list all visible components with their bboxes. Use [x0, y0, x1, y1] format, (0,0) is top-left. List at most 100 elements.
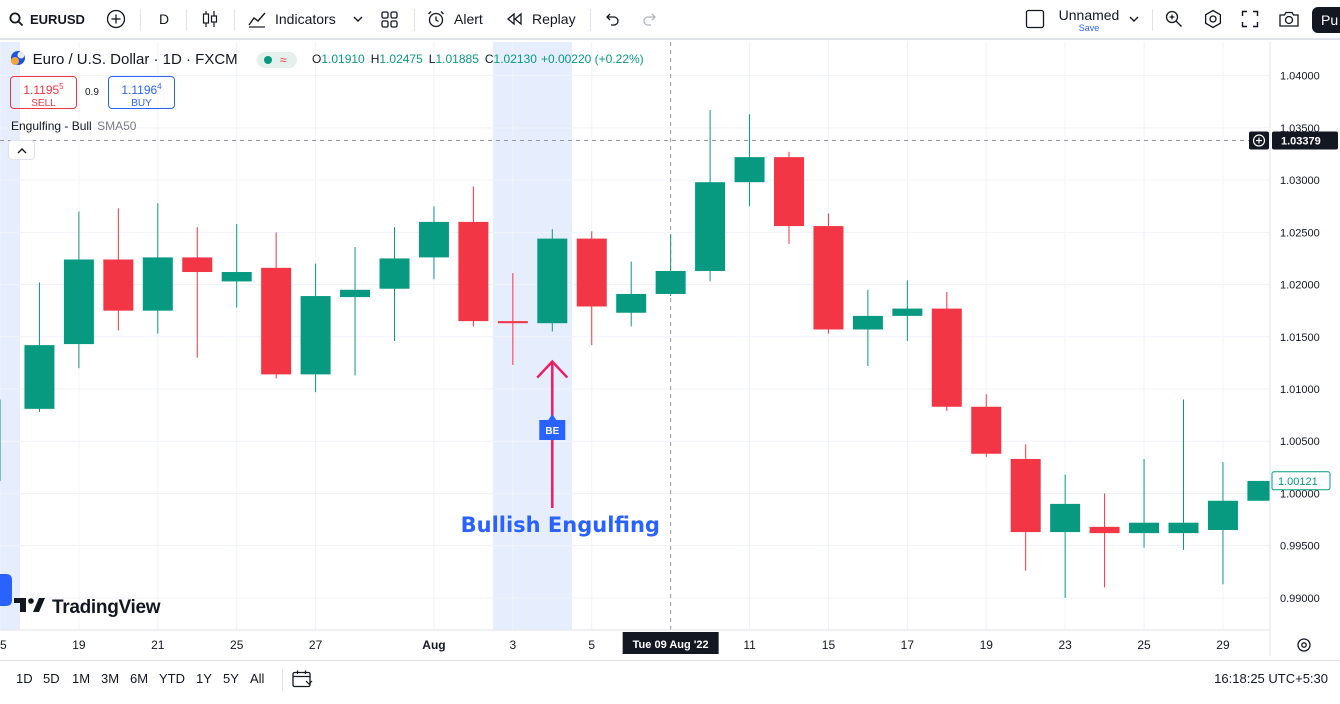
candle-bearish[interactable]: [774, 151, 804, 244]
fullscreen-button[interactable]: [1241, 0, 1259, 38]
range-5y[interactable]: 5Y: [223, 671, 239, 686]
range-5d[interactable]: 5D: [43, 671, 60, 686]
chevron-down-icon: [1128, 13, 1140, 25]
candle-body: [497, 321, 528, 324]
price-tick-label: 1.01000: [1280, 384, 1320, 396]
range-3m[interactable]: 3M: [101, 671, 120, 686]
candle-bullish[interactable]: [1168, 399, 1199, 550]
alert-button[interactable]: Alert: [426, 0, 483, 38]
candle-bullish[interactable]: [418, 206, 449, 280]
chart-pane[interactable]: Bullish Engulfing BE 1.04000 1.03500 1.0300…: [0, 42, 1340, 656]
candle-bullish[interactable]: [24, 282, 55, 412]
clock-timezone[interactable]: 16:18:25 UTC+5:30: [1214, 671, 1328, 686]
candle-bullish[interactable]: [63, 211, 94, 369]
candle-bullish[interactable]: [734, 114, 765, 207]
last-price-text: 1.00121: [1278, 476, 1318, 488]
layouts-button[interactable]: [380, 0, 399, 38]
candle-bullish[interactable]: [1207, 462, 1238, 585]
calendar-icon: [291, 670, 313, 693]
candle-bullish[interactable]: [1050, 474, 1081, 598]
sell-label: SELL: [31, 98, 56, 109]
layout-name-button[interactable]: Unnamed Save: [1058, 7, 1120, 34]
candle-bearish[interactable]: [103, 208, 134, 331]
undo-button[interactable]: [603, 0, 621, 38]
compare-button[interactable]: [106, 0, 126, 38]
candle-bearish[interactable]: [182, 227, 213, 358]
alert-label: Alert: [454, 11, 483, 27]
layout-checkbox[interactable]: [1025, 0, 1045, 38]
range-1m[interactable]: 1M: [72, 671, 91, 686]
candle-body: [1207, 500, 1238, 530]
range-ytd[interactable]: YTD: [159, 671, 185, 686]
axis-settings-gear-icon[interactable]: [1297, 638, 1311, 652]
replay-button[interactable]: Replay: [506, 0, 576, 38]
candle-body: [63, 259, 94, 345]
save-label: Save: [1078, 23, 1100, 33]
candle-bullish[interactable]: [537, 229, 568, 332]
annotation-text[interactable]: Bullish Engulfing: [461, 513, 660, 537]
be-marker[interactable]: [539, 414, 566, 440]
candle-bearish[interactable]: [1089, 493, 1120, 588]
tradingview-logo[interactable]: TradingView: [14, 597, 161, 619]
redo-button[interactable]: [641, 0, 659, 38]
scroll-handle-icon[interactable]: [0, 574, 12, 606]
time-tick-label: 19: [72, 638, 86, 652]
candle-body: [103, 259, 134, 311]
candle-bearish[interactable]: [576, 231, 607, 346]
interval-button[interactable]: D: [159, 0, 169, 38]
collapse-legend-button[interactable]: [8, 140, 35, 160]
candle-bearish[interactable]: [813, 213, 844, 334]
time-tick-label: 5: [588, 638, 595, 652]
candle-body: [774, 157, 804, 227]
publish-button[interactable]: Pu: [1312, 7, 1340, 33]
candle-body: [971, 406, 1002, 454]
range-1y[interactable]: 1Y: [196, 671, 212, 686]
candle-bullish[interactable]: [695, 110, 726, 282]
snapshot-button[interactable]: [1278, 0, 1300, 38]
candle-bearish[interactable]: [497, 273, 528, 365]
range-1d[interactable]: 1D: [16, 671, 33, 686]
buy-price: 1.1196: [121, 83, 158, 97]
range-all[interactable]: All: [250, 671, 265, 686]
candle-bearish[interactable]: [971, 394, 1002, 457]
goto-date-button[interactable]: [291, 669, 313, 694]
candle-bullish[interactable]: [852, 289, 883, 367]
candle-bearish[interactable]: [1010, 444, 1041, 571]
price-tick-label: 1.02500: [1280, 227, 1320, 239]
indicators-button[interactable]: Indicators: [247, 0, 336, 38]
settings-button[interactable]: [1203, 0, 1223, 38]
candle-bearish[interactable]: [931, 291, 962, 411]
buy-price-pip: 4: [157, 82, 162, 91]
layout-name: Unnamed: [1058, 7, 1120, 23]
wave-icon: ≈: [280, 53, 287, 67]
candle-bullish[interactable]: [892, 280, 923, 341]
candle-bullish[interactable]: [655, 234, 686, 297]
series-title[interactable]: Euro / U.S. Dollar · 1D · FXCM: [32, 51, 238, 68]
market-status[interactable]: ≈: [257, 52, 297, 68]
candle-bullish[interactable]: [300, 263, 331, 393]
candle-bullish[interactable]: [340, 246, 371, 376]
buy-button[interactable]: 1.11964 BUY: [108, 76, 175, 109]
sell-button[interactable]: 1.11955 SELL: [10, 76, 77, 109]
chart-type-button[interactable]: [200, 0, 220, 38]
candle-body: [1010, 458, 1041, 533]
range-6m[interactable]: 6M: [130, 671, 149, 686]
close-value: 1.02130: [493, 52, 537, 66]
candle-bullish[interactable]: [221, 223, 252, 308]
candle-bullish[interactable]: [379, 227, 410, 341]
last-price-label: [1271, 471, 1331, 491]
time-tick-label: 15: [0, 638, 7, 652]
high-value: 1.02475: [379, 52, 423, 66]
candle-bearish[interactable]: [261, 232, 292, 379]
candle-bearish[interactable]: [458, 186, 489, 327]
indicator-legend[interactable]: Engulfing - Bull SMA50: [11, 119, 136, 133]
layout-menu-dropdown[interactable]: [1128, 0, 1140, 38]
top-toolbar: EURUSD D Indicators Alert: [0, 0, 1340, 40]
symbol-search[interactable]: EURUSD: [9, 0, 85, 38]
indicators-dropdown[interactable]: [352, 0, 364, 38]
candle-bullish[interactable]: [142, 203, 173, 334]
quick-search-button[interactable]: [1164, 0, 1184, 38]
candle-bullish[interactable]: [1129, 458, 1160, 548]
candle-bullish[interactable]: [616, 261, 647, 327]
